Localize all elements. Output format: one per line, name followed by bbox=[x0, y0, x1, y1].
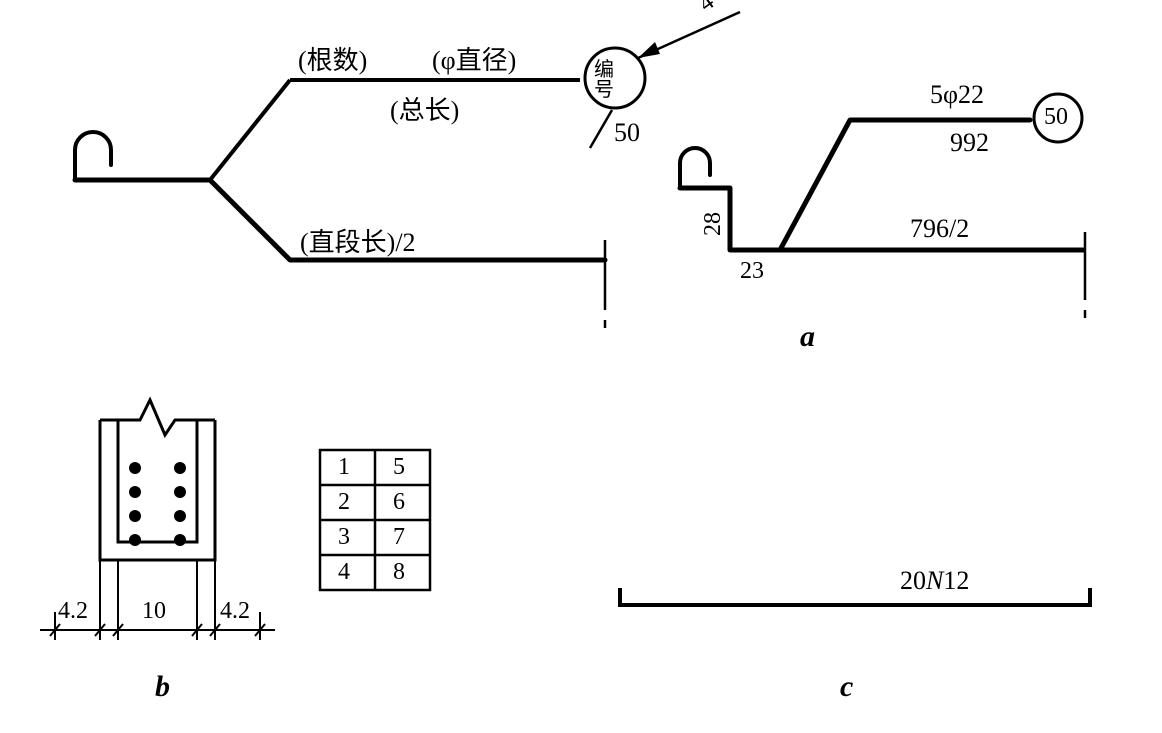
spec-5phi22: 5φ22 bbox=[930, 80, 984, 110]
cell-7: 7 bbox=[393, 524, 405, 551]
label-straight-half: (直段长)/2 bbox=[300, 222, 416, 259]
caption-b: b bbox=[155, 670, 170, 704]
dim-mid-10: 10 bbox=[142, 598, 166, 625]
label-diameter: (φ直径) bbox=[432, 40, 516, 77]
leader-value-50: 50 bbox=[614, 118, 640, 148]
cell-1: 1 bbox=[338, 454, 350, 481]
cell-4: 4 bbox=[338, 559, 350, 586]
dim-left-4-2: 4.2 bbox=[58, 598, 88, 625]
caption-c: c bbox=[840, 670, 853, 704]
cell-3: 3 bbox=[338, 524, 350, 551]
label-20N12: 20N12 bbox=[900, 566, 969, 596]
diagram-canvas bbox=[0, 0, 1162, 733]
label-count: (根数) bbox=[298, 40, 367, 77]
cell-6: 6 bbox=[393, 489, 405, 516]
cell-2: 2 bbox=[338, 489, 350, 516]
caption-a: a bbox=[800, 320, 815, 354]
circle-text-bianhao: 编号 bbox=[594, 60, 614, 100]
len-796-2: 796/2 bbox=[910, 214, 969, 244]
dim-23: 23 bbox=[740, 258, 764, 285]
dim-28: 28 bbox=[700, 212, 727, 236]
cell-8: 8 bbox=[393, 559, 405, 586]
dim-right-4-2: 4.2 bbox=[220, 598, 250, 625]
label-total-len: (总长) bbox=[390, 90, 459, 127]
len-992: 992 bbox=[950, 128, 989, 158]
cell-5: 5 bbox=[393, 454, 405, 481]
circle-50: 50 bbox=[1044, 104, 1068, 131]
